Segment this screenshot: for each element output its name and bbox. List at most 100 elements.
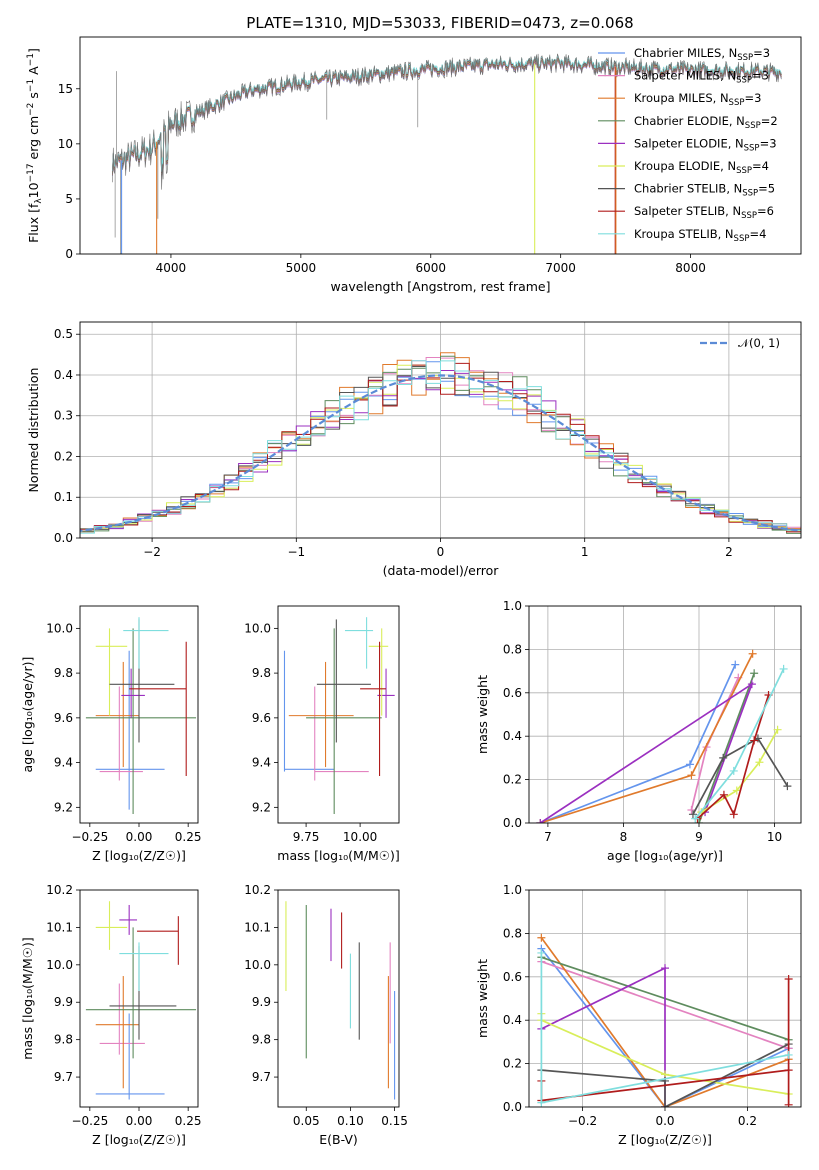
y-tick-label: 10.0 [46, 621, 73, 635]
legend-entry: Chabrier MILES, NSSP=3 [634, 46, 770, 63]
plus-marker [731, 660, 740, 669]
plus-marker [784, 1066, 793, 1075]
x-tick-label: 5000 [286, 261, 317, 275]
y-tick-label: 0.2 [503, 773, 522, 787]
y-tick-label: 9.9 [54, 995, 73, 1009]
y-tick-label: 9.8 [252, 1033, 271, 1047]
y-tick-label: 9.4 [252, 756, 271, 770]
y-tick-label: 0.0 [503, 816, 522, 830]
plus-marker [784, 1050, 793, 1059]
plot-area [85, 901, 197, 1100]
plus-marker [537, 948, 546, 957]
plus-marker [691, 814, 700, 823]
y-tick-label: 9.8 [54, 1033, 73, 1047]
plus-marker [750, 669, 759, 678]
plot-area [529, 606, 801, 823]
errorbar-point [119, 942, 169, 992]
chart-spectrum: 4000 5000 6000 7000 8000 0 5 10 15 wavelength [An… [26, 36, 802, 294]
y-tick-label: 10.2 [244, 883, 271, 897]
y-tick-label: 0.0 [54, 531, 73, 545]
plus-marker [773, 725, 782, 734]
errorbar-point [95, 976, 139, 1089]
mass-weight-line [700, 729, 779, 813]
plus-marker [661, 964, 669, 973]
x-tick-label: 8 [620, 830, 628, 844]
y-tick-label: 9.4 [54, 756, 73, 770]
plus-marker [750, 736, 759, 745]
y-tick-label: 9.2 [54, 800, 73, 814]
figure-title: PLATE=1310, MJD=53033, FIBERID=0473, z=0… [246, 14, 633, 32]
y-tick-label: 9.2 [252, 800, 271, 814]
y-tick-label: 9.6 [54, 711, 73, 725]
legend-entry: Chabrier ELODIE, NSSP=2 [634, 114, 778, 131]
errorbar-point [95, 628, 128, 716]
plus-marker [748, 649, 757, 658]
plus-marker [688, 810, 697, 819]
errorbar-point [306, 628, 382, 815]
y-tick-label: 0.4 [54, 368, 73, 382]
errorbar-point [344, 617, 374, 669]
x-tick-label: 9.75 [293, 830, 320, 844]
x-tick-label: −0.25 [71, 830, 108, 844]
y-tick-label: 1.0 [503, 883, 522, 897]
plus-marker [729, 766, 738, 775]
plus-marker [537, 1098, 546, 1107]
y-axis-label: Flux [fλ10−17 erg cm−2 s−1 A−1] [26, 48, 44, 243]
x-axis-label: (data-model)/error [383, 563, 500, 578]
errorbar-point [288, 661, 354, 768]
y-tick-label: 0.8 [503, 642, 522, 656]
y-tick-label: 0.4 [503, 1013, 522, 1027]
y-tick-label: 10.0 [244, 958, 271, 972]
plot-area [285, 901, 396, 1100]
x-tick-label: 0.25 [175, 1114, 202, 1128]
plot-area [529, 890, 801, 1107]
x-axis-label: E(B-V) [319, 1132, 358, 1147]
x-tick-label: 0.10 [337, 1114, 364, 1128]
errorbar-point [314, 686, 369, 781]
plus-marker [661, 1103, 669, 1107]
mass-weight-line [540, 948, 789, 1107]
errorbar-point [85, 927, 197, 1059]
chart-age-vs-mass: 9.75 10.00 9.2 9.4 9.6 9.8 10.0 mass [log₁₀(M/M… [244, 605, 400, 863]
chart-mass-weight-vs-age: 7 8 9 10 0.0 0.2 0.4 0.6 0.8 1.0 age [log₁₀(age/yr… [475, 599, 802, 863]
errorbar-point [95, 661, 139, 768]
y-tick-label: 5 [65, 192, 73, 206]
x-tick-label: 0.0 [655, 1114, 674, 1128]
errorbar-point [95, 1013, 165, 1100]
x-tick-label: 4000 [156, 261, 187, 275]
y-tick-label: 10.0 [46, 958, 73, 972]
errorbar-point [316, 619, 371, 743]
plus-marker [729, 810, 738, 819]
x-tick-label: 0.2 [738, 1114, 757, 1128]
x-tick-label: 0.05 [293, 1114, 320, 1128]
plus-marker [687, 771, 696, 780]
x-tick-label: 0.00 [126, 830, 153, 844]
x-tick-label: 0.25 [175, 830, 202, 844]
mass-weight-line [698, 673, 755, 823]
x-tick-label: 10 [767, 830, 782, 844]
errorbar-point [377, 668, 395, 718]
axes-frame [528, 889, 802, 1108]
plus-marker [719, 790, 728, 799]
y-tick-label: 10.0 [244, 621, 271, 635]
data-spectrum-line [112, 53, 782, 254]
chart-mass-vs-metallicity: −0.25 0.00 0.25 9.7 9.8 9.9 10.0 10.1 10.2 Z [log… [20, 883, 202, 1147]
plus-marker [755, 758, 764, 767]
x-axis-label: age [log₁₀(age/yr)] [607, 848, 723, 863]
y-tick-label: 0.0 [503, 1100, 522, 1114]
legend-entry: Salpeter MILES, NSSP=3 [634, 69, 769, 86]
x-axis-label: Z [log₁₀(Z/Z☉)] [618, 1132, 712, 1147]
errorbar-point [360, 641, 387, 777]
mass-weight-line [541, 1043, 789, 1107]
x-tick-label: 0.00 [126, 1114, 153, 1128]
legend-entry: Chabrier STELIB, NSSP=5 [634, 182, 775, 199]
plus-marker [779, 664, 788, 673]
plus-marker [784, 1100, 793, 1107]
y-axis-label: mass [log₁₀(M/M☉)] [20, 937, 35, 1059]
errorbar-point [137, 916, 179, 965]
legend-entry: Salpeter STELIB, NSSP=6 [634, 204, 774, 221]
y-tick-label: 9.6 [252, 711, 271, 725]
y-tick-label: 10 [58, 137, 73, 151]
chart-residual-histogram: −2 −1 0 1 2 0.0 0.1 0.2 0.3 0.4 0.5 (data-model)/er… [26, 321, 802, 578]
plus-marker [536, 819, 545, 823]
